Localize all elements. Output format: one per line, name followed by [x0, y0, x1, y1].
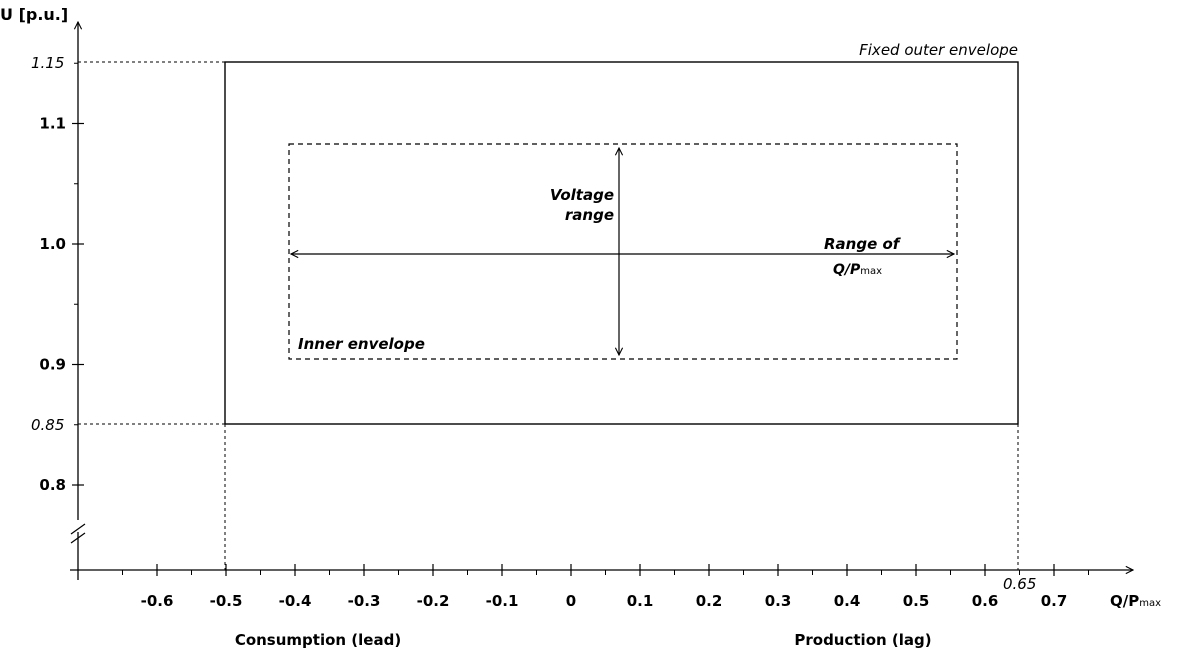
- consumption-region-label: Consumption (lead): [235, 631, 401, 649]
- x-tick-label: 0.6: [972, 592, 999, 610]
- outer-u-max-label: 1.15: [31, 54, 64, 72]
- x-tick-label: 0.3: [765, 592, 792, 610]
- outer-u-min-label: 0.85: [31, 416, 64, 434]
- x-tick-label: 0.1: [627, 592, 654, 610]
- x-tick-label: 0.5: [903, 592, 930, 610]
- y-tick-label: 1.0: [39, 235, 66, 253]
- x-tick-label: 0: [566, 592, 576, 610]
- outer-envelope-rect: [224, 61, 1019, 425]
- y-axis-label: U [p.u.]: [0, 5, 68, 24]
- q-range-label-line1: Range of: [824, 235, 902, 253]
- y-axis-break-mark: [70, 523, 86, 544]
- y-tick-label: 0.9: [39, 356, 66, 374]
- guide-lines: [78, 61, 1019, 570]
- x-tick-label: -0.4: [279, 592, 312, 610]
- y-tick-group: 1.1 1.0 0.9 0.8: [39, 62, 84, 494]
- axes: -0.6 -0.5 -0.4 -0.3 -0.2 -0.1 0 0.1 0.2 0.3 0.4 0.5…: [0, 5, 1161, 610]
- x-tick-label: -0.2: [417, 592, 450, 610]
- inner-envelope-label: Inner envelope: [298, 335, 425, 353]
- outer-q-max-label: 0.65: [1003, 575, 1036, 593]
- x-tick-label: 0.4: [834, 592, 861, 610]
- x-tick-label: -0.6: [141, 592, 174, 610]
- y-tick-label: 0.8: [39, 476, 66, 494]
- x-axis-label: Q/Pmax: [1110, 592, 1161, 610]
- x-tick-label: -0.5: [210, 592, 243, 610]
- x-axis-label-main: Q/P: [1110, 592, 1139, 610]
- inner-envelope-rect: [288, 143, 958, 360]
- q-range-label-sub: max: [860, 266, 882, 277]
- voltage-range-label-line2: range: [565, 206, 614, 224]
- x-tick-label: 0.2: [696, 592, 723, 610]
- voltage-range-label-line1: Voltage: [550, 186, 614, 204]
- q-range-label-main: Q/P: [833, 262, 861, 278]
- x-tick-label: 0.7: [1041, 592, 1068, 610]
- x-axis-label-sub: max: [1139, 598, 1161, 609]
- x-tick-label: -0.3: [348, 592, 381, 610]
- outer-envelope-label: Fixed outer envelope: [859, 41, 1018, 59]
- production-region-label: Production (lag): [794, 631, 931, 649]
- q-range-label-line2: Q/Pmax: [833, 262, 882, 278]
- x-tick-label: -0.1: [486, 592, 519, 610]
- x-tick-group: -0.6 -0.5 -0.4 -0.3 -0.2 -0.1 0 0.1 0.2 0.3 0.4 0.5…: [122, 564, 1089, 610]
- y-tick-label: 1.1: [39, 115, 66, 133]
